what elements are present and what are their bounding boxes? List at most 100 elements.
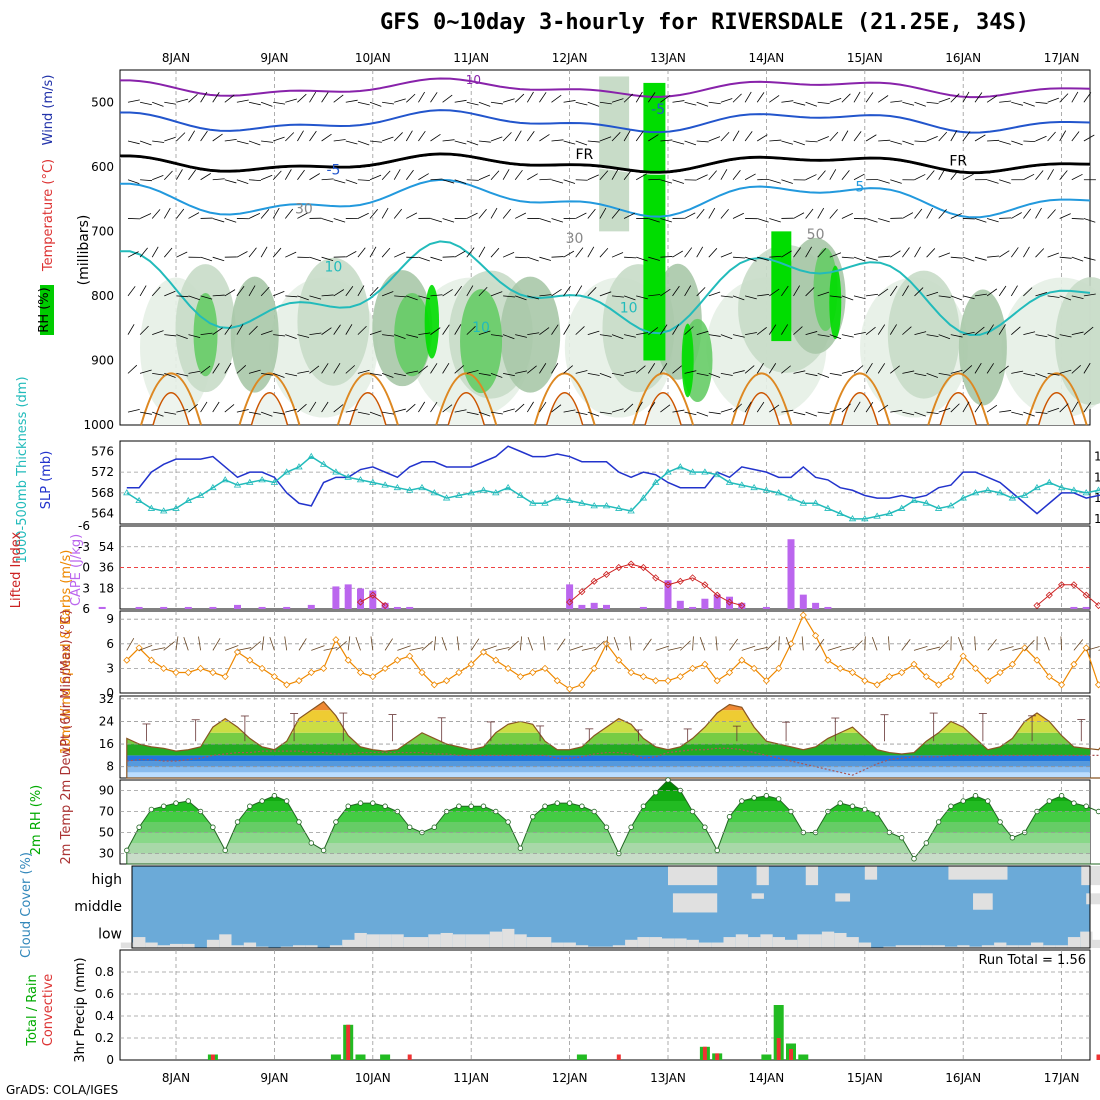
wind-barb [297,130,304,142]
wind-barb [987,255,1000,258]
wind-barb [490,247,500,258]
wind-barb [914,208,923,219]
wind-barb [285,334,297,340]
date-label-bottom: 8JAN [162,1071,190,1085]
wind-barb [660,288,671,297]
thickness-point [418,483,426,491]
wind-barb [1047,334,1060,340]
rh-point [837,800,843,806]
cape-bar [713,594,721,609]
wind-barb [127,140,140,145]
wind-barb [999,100,1012,103]
wind-barb [793,212,805,219]
temperature-contour [632,372,695,426]
cape-bar [381,602,389,609]
wind-barb [732,403,743,413]
wind-barb [890,140,902,145]
low-cloud-gap [280,946,293,948]
wind-barb [974,218,987,223]
wind-barb [569,645,584,651]
wind-barb [556,638,566,651]
high-cloud-gap [864,866,878,880]
wind-barb [853,401,861,413]
wind-barb [345,251,357,258]
wind-barb [623,130,631,142]
wind-speed-point [1058,681,1066,689]
rh-point [357,800,364,806]
wind-barb [623,169,632,180]
date-label-top: 10JAN [355,51,391,65]
wind-barb [623,212,636,219]
wind-barb [781,250,792,258]
thickness-point [492,489,500,496]
temperature-contour [1025,372,1088,426]
wind-barb [827,645,842,651]
wind-barb [563,285,571,297]
wind-barb [974,362,982,374]
thickness-point [553,494,562,501]
y-tick-label: 6 [106,637,114,651]
wind-barb [938,252,951,258]
wind-barb [599,247,609,258]
wind-barb [394,251,406,258]
wind-barb [864,636,866,651]
wind-barb [902,247,910,258]
wind-barb [986,324,994,335]
thickness-point [528,499,537,506]
rh-band [126,811,1090,822]
wind-barb [817,411,830,415]
low-cloud-gap [797,934,810,948]
wind-speed-point [393,656,401,664]
wind-barb [249,641,261,651]
wind-barb [599,136,612,142]
date-label-top: 17JAN [1044,51,1080,65]
wind-barb [163,207,171,219]
wind-barb [1024,639,1035,651]
temperature-contour [742,392,781,426]
rh-shade [829,265,842,340]
wind-barb [962,401,970,413]
contour-label: 10 [325,259,343,275]
wind-barb [514,130,522,142]
wind-speed-point [713,677,721,685]
panel-border [131,865,1091,949]
rh-point [763,793,770,799]
wind-barb [962,331,975,336]
wind-barb [285,408,298,413]
wind-barb [261,636,265,651]
wind-barb [793,140,805,146]
wind-barb [938,295,951,298]
wind-barb [212,256,225,262]
wind-speed-point [750,664,758,672]
y-tick-label: 50 [99,826,114,840]
wind-barb [345,409,358,413]
wind-barb [515,334,527,338]
wind-barb [273,136,285,142]
wind-barb [200,173,211,181]
wind-barb [696,411,709,417]
wind-barb [321,363,329,374]
thickness-point [381,481,389,488]
wind-barb [1035,207,1042,219]
wind-barb [418,173,429,181]
wind-barb [636,332,649,336]
wind-speed-point [676,673,684,681]
rh-point [320,847,327,854]
wind-barb [648,327,659,335]
wind-barb [418,332,431,336]
wind-speed-point [824,656,832,664]
wind-barb [732,170,741,180]
wind-barb [478,246,486,258]
wind-barb [599,411,612,415]
wind-barb [914,331,927,336]
wind-barb [599,101,612,105]
li-point [1033,601,1041,610]
wind-speed-point [332,636,340,644]
wind-barb [914,140,927,143]
wind-barb [805,140,818,143]
low-cloud-gap [772,937,785,948]
wind-barb [563,324,571,335]
wind-barb [297,334,310,338]
wind-barb [1059,369,1072,374]
wind-speed-point [812,632,820,640]
